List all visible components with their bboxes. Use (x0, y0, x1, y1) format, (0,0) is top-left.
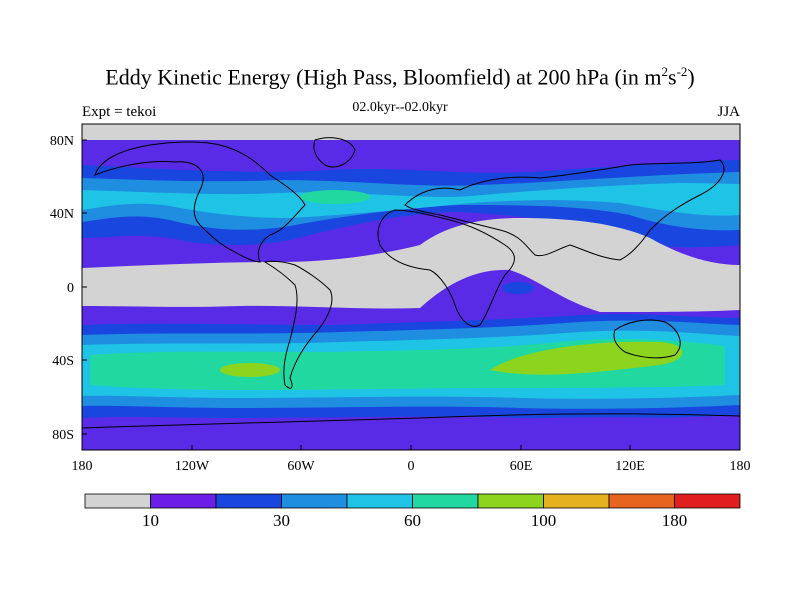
colorbar-swatch (346, 493, 413, 509)
coastlines (82, 137, 740, 429)
south-america-coast (263, 260, 333, 389)
africa-coast (377, 209, 515, 327)
north-america-coast (94, 141, 306, 263)
plot-title: Eddy Kinetic Energy (High Pass, Bloomfie… (0, 64, 800, 90)
colorbar-label: 100 (531, 511, 557, 530)
greenland-coast (313, 137, 356, 168)
colorbar-swatch (477, 493, 544, 509)
lon-tick-label: 0 (408, 459, 415, 474)
title-text: Eddy Kinetic Energy (High Pass, Bloomfie… (105, 64, 662, 90)
lon-tick-label: 120E (615, 459, 645, 474)
tropical-low-band (82, 218, 740, 312)
lon-tick-label: 180 (730, 459, 751, 474)
north-atlantic-core (300, 190, 370, 204)
lat-tick-label: 40S (52, 354, 74, 369)
colorbar-label: 180 (662, 511, 688, 530)
eurasia-coast (404, 159, 725, 261)
title-unit-s: s (668, 64, 677, 90)
lat-tick-label: 80S (52, 428, 74, 443)
title-exponent-2: -2 (676, 64, 688, 79)
colorbar-label: 10 (142, 511, 159, 530)
lon-tick-label: 180 (72, 459, 93, 474)
lon-tick-label: 120W (175, 459, 210, 474)
lon-tick-label: 60E (510, 459, 533, 474)
colorbar: 10 30 60 100 180 (84, 493, 741, 530)
colorbar-label: 30 (273, 511, 290, 530)
title-close-paren: ) (687, 64, 695, 90)
australia-coast (613, 319, 681, 359)
colorbar-swatch (281, 493, 348, 509)
colorbar-swatch (543, 493, 610, 509)
colorbar-swatch (412, 493, 479, 509)
antarctic-band (82, 417, 740, 450)
colorbar-swatch (608, 493, 675, 509)
colorbar-swatch (674, 493, 741, 509)
south-pacific-max (220, 363, 280, 377)
lat-tick-label: 80N (50, 134, 74, 149)
experiment-label: Expt = tekoi (82, 104, 157, 120)
lat-axis: 80N 40N 0 40S 80S (50, 134, 87, 443)
northern-jet-cyan (82, 183, 740, 218)
antarctica-coast (82, 413, 740, 429)
lat-tick-label: 40N (50, 207, 74, 222)
arctic-low-band (82, 124, 740, 140)
colorbar-swatch (215, 493, 282, 509)
plot-subtitle: 02.0kyr--02.0kyr (352, 100, 448, 115)
colorbar-label: 60 (404, 511, 421, 530)
south-indian-max (490, 341, 683, 375)
map-plot-area (82, 124, 740, 450)
colorbar-swatch (150, 493, 217, 509)
title-exponent-1: 2 (661, 64, 669, 79)
indian-ocean-blob (502, 282, 534, 294)
lat-tick-label: 0 (67, 281, 74, 296)
season-label: JJA (717, 104, 740, 120)
lon-tick-label: 60W (287, 459, 315, 474)
lon-axis: 180 120W 60W 0 60E 120E 180 (72, 445, 751, 474)
colorbar-swatch (84, 493, 151, 509)
